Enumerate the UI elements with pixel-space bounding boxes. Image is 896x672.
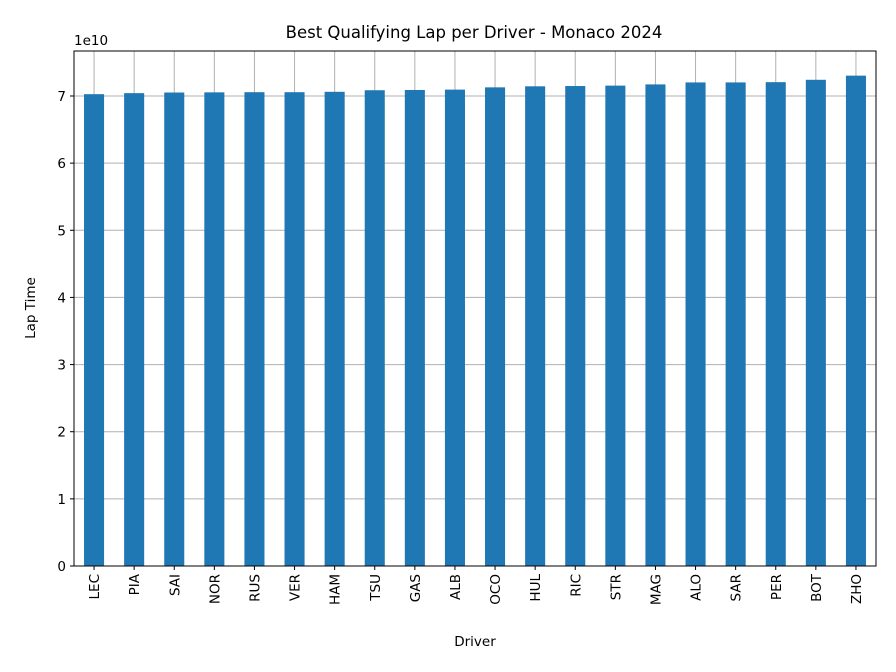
x-tick-label: VER bbox=[288, 574, 304, 601]
y-tick-label: 4 bbox=[57, 290, 66, 306]
y-tick-label: 7 bbox=[57, 89, 66, 105]
chart-title: Best Qualifying Lap per Driver - Monaco … bbox=[286, 23, 663, 42]
bar-tsu bbox=[364, 90, 385, 566]
bar-lec bbox=[84, 94, 105, 566]
x-tick-label: HAM bbox=[328, 574, 344, 605]
y-axis-label: Lap Time bbox=[23, 277, 39, 339]
bar-mag bbox=[645, 84, 666, 567]
bar-str bbox=[605, 85, 626, 567]
bar-ham bbox=[324, 91, 345, 567]
y-tick-label: 1 bbox=[57, 492, 66, 508]
bars bbox=[84, 75, 866, 567]
bar-rus bbox=[244, 92, 265, 566]
bar-ric bbox=[565, 86, 586, 566]
y-tick-label: 3 bbox=[57, 358, 66, 374]
bar-alo bbox=[685, 82, 706, 566]
x-tick-label: ZHO bbox=[849, 574, 865, 604]
y-tick-label: 5 bbox=[57, 223, 66, 239]
bar-zho bbox=[845, 75, 866, 566]
y-axis-ticks: 0 1 2 3 4 5 6 7 bbox=[57, 89, 74, 575]
bar-sai bbox=[164, 92, 185, 567]
x-axis-ticks: LEC PIA SAI NOR RUS VER HAM TSU GAS ALB OCO HUL RIC S… bbox=[87, 566, 865, 605]
x-tick-label: GAS bbox=[408, 574, 424, 602]
bar-bot bbox=[805, 79, 826, 566]
x-tick-label: PIA bbox=[127, 573, 143, 595]
x-tick-label: ALB bbox=[448, 574, 464, 600]
x-tick-label: BOT bbox=[809, 573, 825, 602]
x-axis-label: Driver bbox=[454, 634, 496, 650]
bar-gas bbox=[404, 89, 425, 566]
x-tick-label: STR bbox=[608, 574, 624, 600]
x-tick-label: SAR bbox=[729, 574, 745, 601]
bar-oco bbox=[485, 87, 506, 567]
x-tick-label: HUL bbox=[528, 574, 544, 602]
x-tick-label: OCO bbox=[488, 574, 504, 605]
x-tick-label: MAG bbox=[648, 574, 664, 605]
bar-nor bbox=[204, 92, 225, 566]
plot-frame bbox=[73, 50, 877, 567]
x-tick-label: RIC bbox=[568, 574, 584, 597]
y-axis-offset-text: 1e10 bbox=[74, 33, 108, 49]
bar-pia bbox=[124, 93, 145, 567]
bar-hul bbox=[525, 86, 546, 567]
x-tick-label: LEC bbox=[87, 574, 103, 599]
x-tick-label: ALO bbox=[689, 574, 705, 601]
bar-per bbox=[765, 82, 786, 566]
bar-sar bbox=[725, 82, 746, 566]
x-tick-label: SAI bbox=[167, 574, 183, 596]
y-tick-label: 0 bbox=[57, 559, 66, 575]
x-tick-label: NOR bbox=[207, 574, 223, 604]
y-tick-label: 6 bbox=[57, 156, 66, 172]
y-tick-label: 2 bbox=[57, 425, 66, 441]
x-tick-label: PER bbox=[769, 574, 785, 600]
y-gridlines bbox=[74, 95, 876, 567]
x-tick-label: TSU bbox=[368, 574, 384, 602]
bar-alb bbox=[444, 89, 465, 566]
bar-ver bbox=[284, 92, 305, 566]
x-tick-label: RUS bbox=[247, 574, 263, 602]
